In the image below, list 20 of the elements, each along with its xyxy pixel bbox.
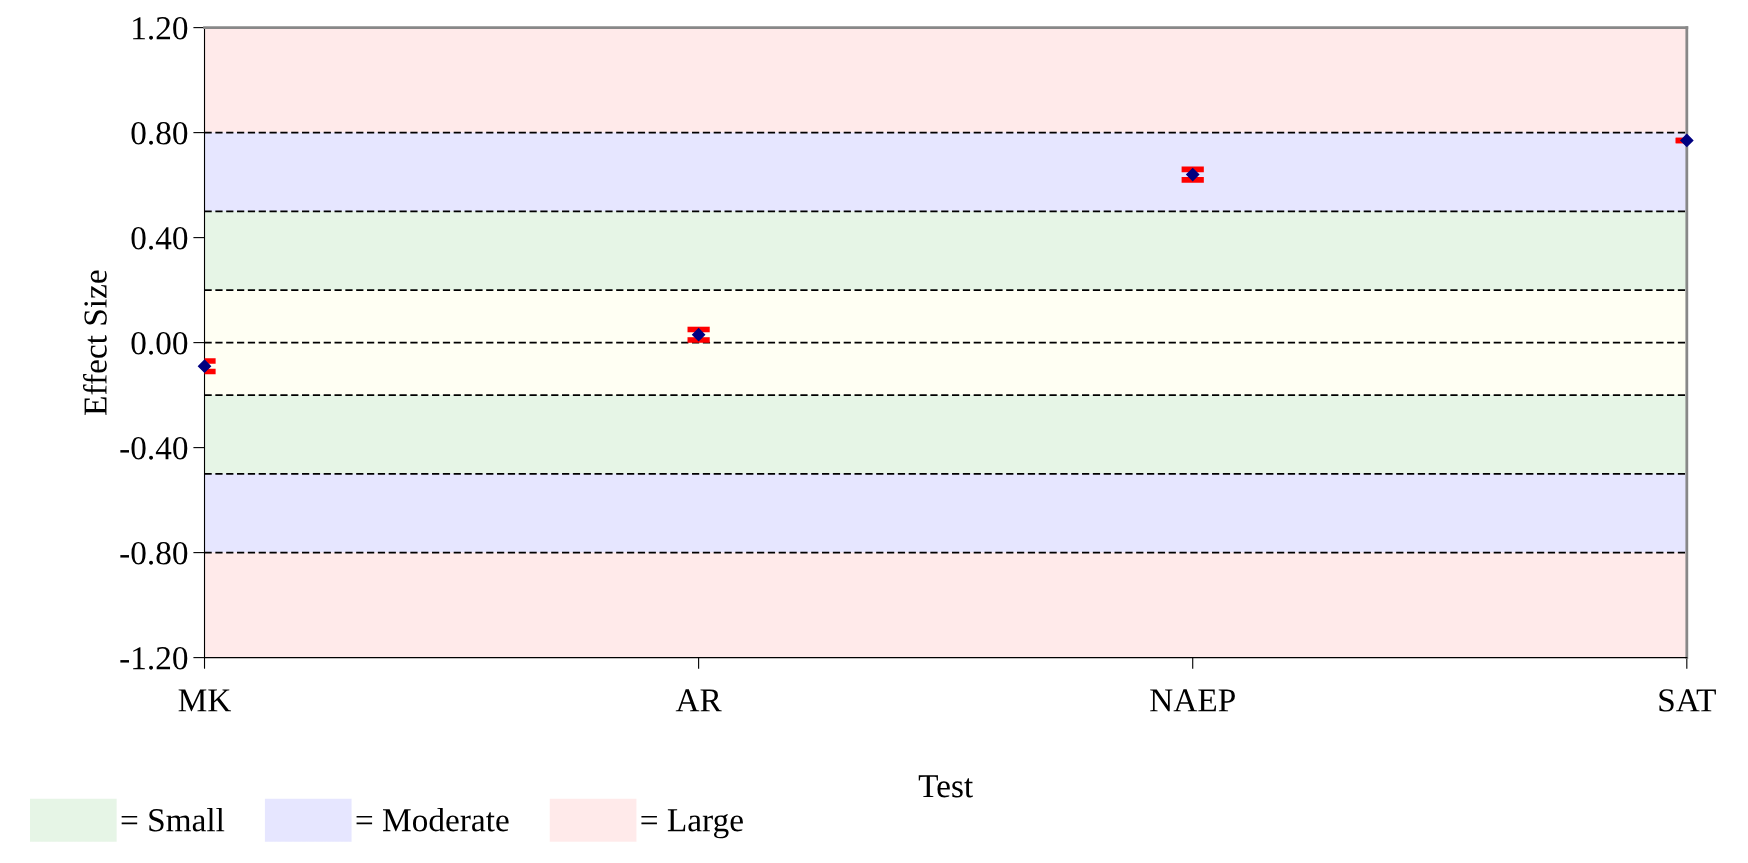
point	[197, 359, 212, 373]
y-tick-label: 0.80	[131, 122, 188, 145]
x-axis-title: Test	[918, 775, 973, 798]
legend-label: = Moderate	[356, 808, 509, 832]
y-tick-label: 0.00	[131, 332, 188, 355]
y-tick-label: 0.40	[131, 227, 188, 250]
x-tick-label: NAEP	[1150, 689, 1235, 712]
y-tick-label: 1.20	[133, 17, 188, 40]
point	[692, 328, 706, 342]
x-tick-label: SAT	[1659, 689, 1716, 712]
legend-label: = Large	[641, 809, 743, 839]
point	[1680, 133, 1694, 148]
x-tick-label: AR	[675, 689, 722, 712]
legend-label: = Small	[121, 808, 225, 832]
x-tick-label: MK	[178, 689, 232, 712]
point	[1186, 168, 1200, 182]
y-tick-label: -0.40	[120, 437, 188, 460]
y-axis-title: Effect Size	[82, 270, 107, 415]
y-tick-label: -0.80	[120, 542, 188, 565]
y-tick-label: -1.20	[120, 647, 188, 670]
